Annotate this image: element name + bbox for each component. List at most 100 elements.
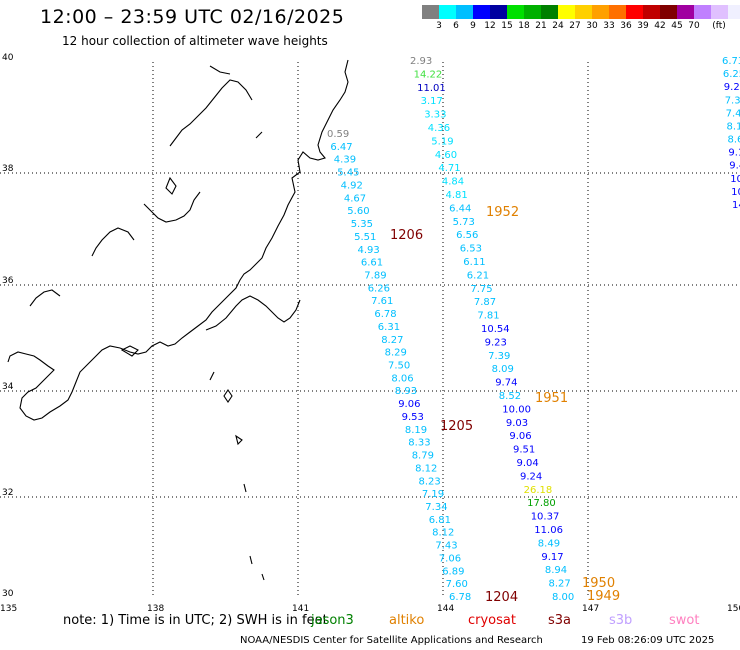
track-a-value: 6.81 [429, 515, 451, 526]
track-b-value: 7.75 [470, 284, 492, 295]
track-a-value: 4.93 [358, 245, 380, 256]
track-a-value: 6.31 [378, 322, 400, 333]
pass-time-label: 1206 [390, 228, 423, 243]
scale-swatch [473, 5, 490, 19]
track-a-value: 5.51 [354, 232, 376, 243]
lat-label: 30 [2, 589, 14, 599]
track-b-value: 7.87 [474, 297, 496, 308]
track-a-value: 4.39 [334, 155, 356, 166]
track-c-value: 7.38 [725, 95, 740, 106]
pass-time-label: 1205 [440, 419, 473, 434]
scale-label: 21 [535, 21, 547, 31]
satellite-altiko: altiko [389, 613, 425, 628]
track-b-value: 9.17 [541, 552, 563, 563]
lat-label: 36 [2, 276, 14, 286]
track-b-value: 7.81 [477, 311, 499, 322]
lat-label: 34 [2, 382, 14, 392]
track-b-value: 6.53 [460, 244, 482, 255]
map-grid [0, 62, 740, 598]
track-b-value: 10.54 [481, 324, 510, 335]
track-a-value: 7.43 [435, 541, 457, 552]
track-a-value: 6.78 [449, 592, 471, 603]
track-a-value: 6.89 [442, 566, 464, 577]
track-a-value: 8.93 [395, 386, 417, 397]
scale-swatch [490, 5, 507, 19]
track-a-value: 8.23 [419, 476, 441, 487]
track-a-value: 7.34 [425, 502, 447, 513]
track-a-value: 0.59 [327, 129, 349, 140]
track-a-value: 8.29 [385, 348, 407, 359]
track-b-value: 6.44 [449, 203, 471, 214]
scale-swatch [643, 5, 660, 19]
lon-label: 147 [582, 604, 599, 614]
note-text: note: 1) Time is in UTC; 2) SWH is in fe… [63, 613, 328, 628]
track-b-value: 6.11 [463, 257, 485, 268]
scale-swatch [711, 5, 728, 19]
track-b-value: 8.00 [552, 592, 574, 603]
satellite-s3b: s3b [609, 613, 633, 628]
track-b-value: 3.17 [421, 96, 443, 107]
scale-swatch [524, 5, 541, 19]
track-b-value: 8.94 [545, 565, 567, 576]
satellite-s3a: s3a [548, 613, 572, 628]
track-a-value: 8.12 [415, 463, 437, 474]
track-b-value: 9.51 [513, 445, 535, 456]
scale-swatch [456, 5, 473, 19]
lon-label: 144 [437, 604, 454, 614]
track-c-value: 6.73 [722, 56, 740, 67]
track-b-value: 10.00 [502, 404, 531, 415]
track-a-value: 8.19 [405, 425, 427, 436]
track-b-value: 9.24 [520, 471, 542, 482]
scale-label: 18 [518, 21, 530, 31]
scale-label: (ft) [712, 21, 726, 31]
scale-label: 27 [569, 21, 581, 31]
track-a-value: 7.19 [422, 489, 444, 500]
track-a-value: 5.35 [351, 219, 373, 230]
scale-swatch [728, 5, 740, 19]
scale-swatch [592, 5, 609, 19]
scale-swatch [609, 5, 626, 19]
track-a-value: 4.67 [344, 193, 366, 204]
color-scale-labels: 3 6 9 12 15 18 21 24 27 30 33 36 39 42 45 70 (ft) [422, 21, 740, 33]
track-b-value: 4.81 [446, 190, 468, 201]
track-b-value: 9.74 [495, 378, 517, 389]
track-b-value: 11.06 [534, 525, 563, 536]
track-b-value: 10.37 [531, 512, 560, 523]
track-c-value: 9.4 [729, 161, 740, 172]
track-b-value: 7.39 [488, 351, 510, 362]
scale-label: 45 [671, 21, 683, 31]
scale-label: 39 [637, 21, 649, 31]
scale-label: 24 [552, 21, 564, 31]
lon-label: 141 [292, 604, 309, 614]
track-b-value: 4.36 [428, 123, 450, 134]
map-title: 12:00 – 23:59 UTC 02/16/2025 [40, 6, 345, 28]
lat-label: 38 [2, 164, 14, 174]
coastline-japan [7, 59, 349, 581]
satellite-swot: swot [669, 613, 700, 628]
track-c-value: 9.1 [728, 148, 740, 159]
track-b-value: 17.80 [527, 498, 556, 509]
scale-swatch [439, 5, 456, 19]
track-b-value: 9.03 [506, 418, 528, 429]
scale-label: 30 [586, 21, 598, 31]
lon-label: 135 [0, 604, 17, 614]
pass-time-label: 1951 [535, 391, 568, 406]
track-c-value: 7.44 [726, 108, 740, 119]
track-a-value: 8.33 [408, 438, 430, 449]
track-a-value: 8.12 [432, 528, 454, 539]
track-c-value: 8.6 [728, 135, 740, 146]
scale-swatch [660, 5, 677, 19]
pass-time-label: 1950 [582, 576, 615, 591]
track-a-value: 6.26 [368, 283, 390, 294]
pass-time-label: 1952 [486, 205, 519, 220]
scale-swatch [558, 5, 575, 19]
lat-label: 32 [2, 488, 13, 498]
scale-label: 33 [603, 21, 615, 31]
track-a-value: 8.27 [381, 335, 403, 346]
track-b-value: 26.18 [524, 485, 553, 496]
track-a-value: 8.79 [412, 451, 434, 462]
track-a-value: 6.78 [374, 309, 396, 320]
track-a-value: 5.60 [347, 206, 369, 217]
satellite-jason3: jason3 [311, 613, 354, 628]
scale-label: 42 [654, 21, 666, 31]
